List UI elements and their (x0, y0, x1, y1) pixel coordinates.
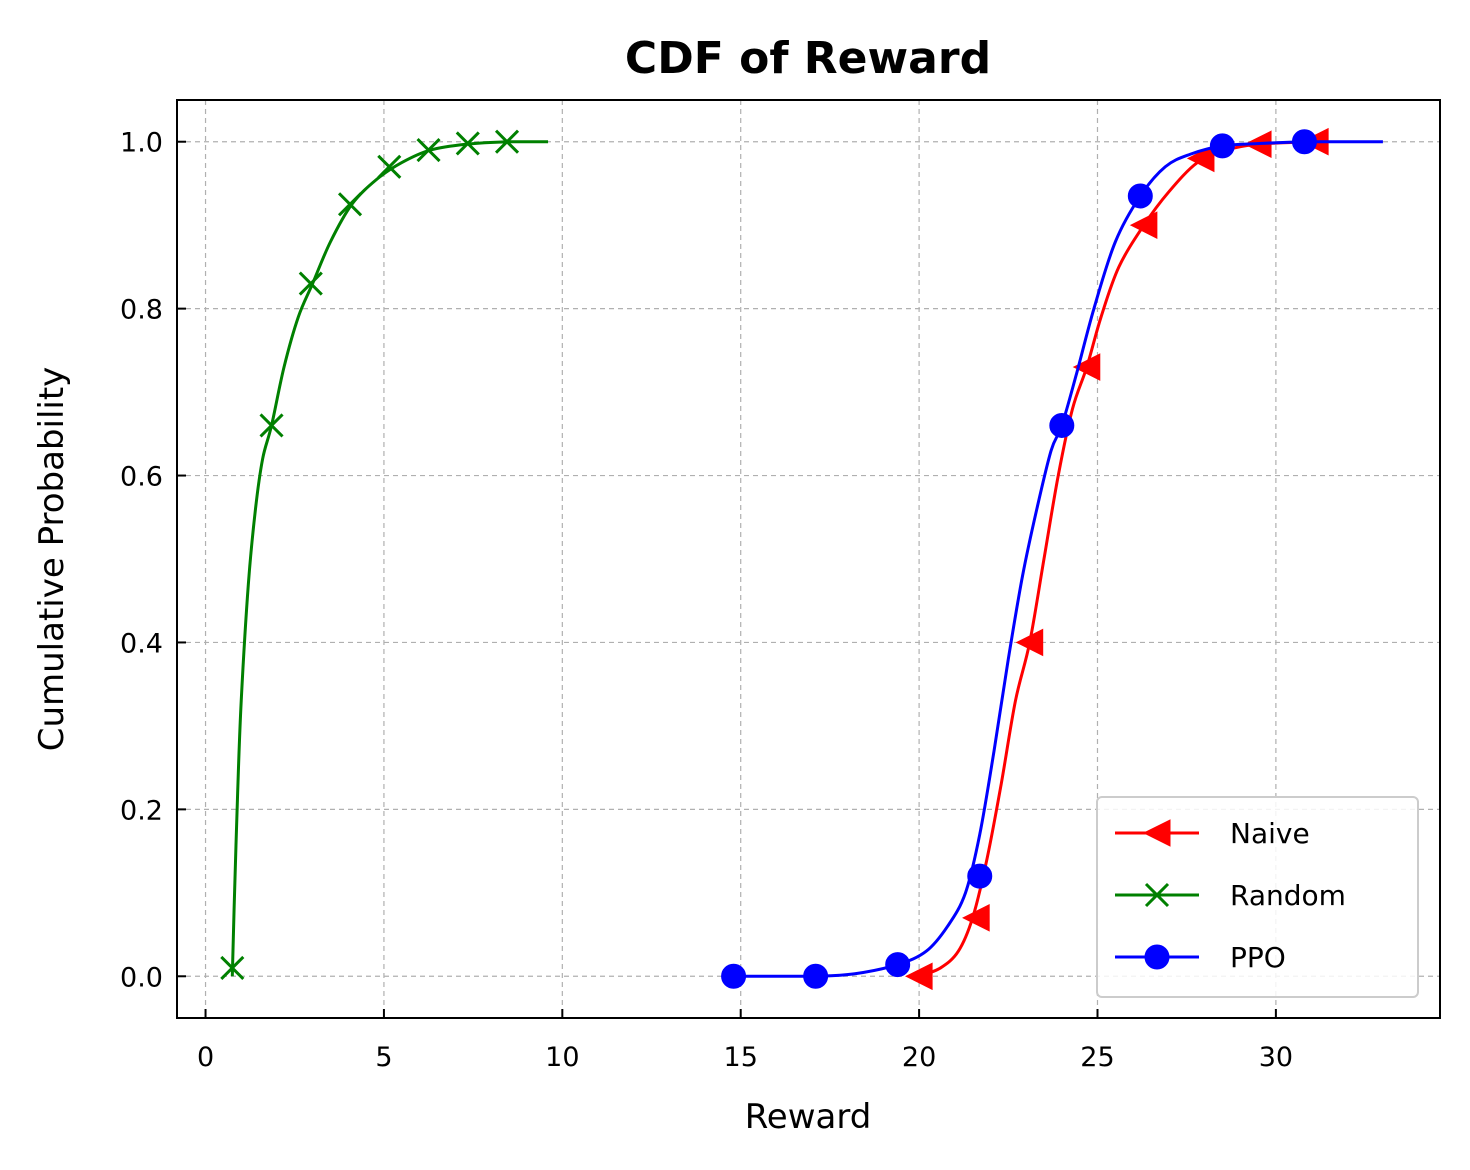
x-tick-label: 20 (902, 1042, 936, 1073)
series-layer (220, 127, 1383, 991)
ppo-marker (803, 963, 829, 989)
x-tick-label: 30 (1259, 1042, 1293, 1073)
legend-label: Naive (1230, 817, 1310, 850)
series-random (220, 129, 549, 980)
naive-marker (1015, 628, 1044, 657)
legend-swatch-marker (1142, 819, 1171, 847)
y-tick-label: 0.0 (120, 962, 163, 993)
random-marker (220, 955, 245, 980)
legend-item-ppo: PPO (1115, 941, 1286, 974)
x-tick-label: 25 (1080, 1042, 1114, 1073)
ppo-marker (721, 963, 747, 989)
random-marker (416, 138, 441, 163)
x-tick-label: 10 (545, 1042, 579, 1073)
x-tick-label: 15 (724, 1042, 758, 1073)
series-ppo (721, 129, 1383, 989)
legend-box (1096, 796, 1419, 998)
naive-marker (1129, 211, 1158, 239)
series-naive (904, 127, 1329, 991)
legend-swatch-marker (1144, 944, 1170, 970)
legend-label: Random (1230, 879, 1346, 912)
grid (177, 100, 1440, 1018)
random-marker (259, 413, 284, 438)
x-tick-label: 5 (375, 1042, 392, 1073)
ppo-marker (1127, 183, 1153, 209)
naive-line (918, 140, 1312, 978)
ppo-marker (1049, 412, 1075, 438)
random-marker (455, 131, 480, 156)
y-tick-label: 0.8 (120, 295, 163, 326)
random-marker (494, 129, 520, 154)
y-tick-label: 0.4 (120, 628, 163, 659)
x-tick-label: 0 (197, 1042, 214, 1073)
ppo-marker (1291, 129, 1317, 155)
ppo-marker (1209, 133, 1235, 159)
x-axis-label: Reward (745, 1097, 872, 1137)
ppo-marker (967, 863, 993, 889)
plot-frame (176, 99, 1441, 1019)
legend-item-naive: Naive (1115, 817, 1310, 850)
random-marker (337, 192, 363, 217)
random-marker (298, 271, 323, 296)
axis-ticks: 0 5 10 15 20 25 30 0.0 0.2 0.4 0.6 0.8 1.0 (120, 128, 1293, 1073)
legend-swatch-marker (1144, 882, 1170, 908)
naive-marker (962, 904, 990, 932)
y-tick-label: 1.0 (120, 128, 163, 159)
legend-item-random: Random (1115, 879, 1346, 912)
ppo-marker (885, 952, 911, 978)
y-tick-label: 0.6 (120, 462, 163, 493)
legend: Naive Random PPO (1096, 796, 1419, 998)
naive-marker (904, 962, 933, 991)
legend-label: PPO (1230, 941, 1286, 974)
y-tick-label: 0.2 (120, 795, 163, 826)
random-marker (377, 154, 402, 179)
chart-title: CDF of Reward (625, 33, 991, 84)
y-axis-label: Cumulative Probability (32, 367, 72, 752)
naive-marker (1072, 353, 1101, 381)
